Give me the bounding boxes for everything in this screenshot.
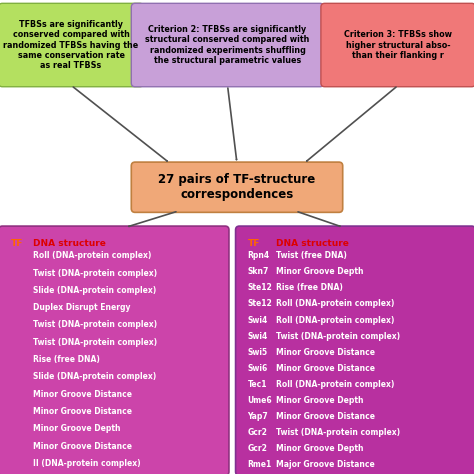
Text: Ume6: Ume6 — [247, 396, 272, 405]
FancyBboxPatch shape — [0, 3, 144, 87]
Text: Twist (DNA-protein complex): Twist (DNA-protein complex) — [33, 320, 157, 329]
Text: Yap7: Yap7 — [247, 412, 268, 421]
Text: Minor Groove Distance: Minor Groove Distance — [276, 412, 375, 421]
FancyBboxPatch shape — [236, 226, 474, 474]
Text: Minor Groove Depth: Minor Groove Depth — [276, 267, 364, 276]
Text: Rme1: Rme1 — [247, 460, 272, 469]
FancyBboxPatch shape — [321, 3, 474, 87]
Text: DNA structure: DNA structure — [276, 239, 349, 248]
Text: Swi6: Swi6 — [247, 364, 268, 373]
Text: Criterion 2: TFBSs are significantly
structural conserved compared with
randomiz: Criterion 2: TFBSs are significantly str… — [146, 25, 310, 65]
Text: Major Groove Distance: Major Groove Distance — [276, 460, 374, 469]
Text: TFBSs are significantly
conserved compared with
randomized TFBSs having the
same: TFBSs are significantly conserved compar… — [3, 20, 139, 70]
Text: Skn7: Skn7 — [247, 267, 269, 276]
Text: Twist (free DNA): Twist (free DNA) — [276, 251, 347, 260]
Text: Slide (DNA-protein complex): Slide (DNA-protein complex) — [33, 373, 156, 382]
Text: Ste12: Ste12 — [247, 283, 272, 292]
Text: Twist (DNA-protein complex): Twist (DNA-protein complex) — [276, 428, 400, 437]
Text: TF: TF — [247, 239, 260, 248]
Text: Twist (DNA-protein complex): Twist (DNA-protein complex) — [33, 269, 157, 278]
Text: Minor Groove Distance: Minor Groove Distance — [276, 348, 375, 357]
Text: Gcr2: Gcr2 — [247, 428, 267, 437]
Text: 27 pairs of TF-structure
correspondences: 27 pairs of TF-structure correspondences — [158, 173, 316, 201]
Text: Minor Groove Distance: Minor Groove Distance — [33, 390, 132, 399]
Text: Slide (DNA-protein complex): Slide (DNA-protein complex) — [33, 286, 156, 295]
Text: Roll (DNA-protein complex): Roll (DNA-protein complex) — [276, 316, 394, 325]
Text: Duplex Disrupt Energy: Duplex Disrupt Energy — [33, 303, 131, 312]
Text: Rise (free DNA): Rise (free DNA) — [33, 355, 100, 364]
Text: Ste12: Ste12 — [247, 300, 272, 309]
Text: Criterion 3: TFBSs show
higher structural abso-
than their flanking r: Criterion 3: TFBSs show higher structura… — [344, 30, 452, 60]
Text: Minor Groove Depth: Minor Groove Depth — [276, 396, 364, 405]
FancyBboxPatch shape — [131, 162, 343, 212]
Text: TF: TF — [10, 239, 23, 248]
Text: Rise (free DNA): Rise (free DNA) — [276, 283, 343, 292]
Text: Twist (DNA-protein complex): Twist (DNA-protein complex) — [276, 332, 400, 341]
Text: Minor Groove Distance: Minor Groove Distance — [276, 364, 375, 373]
Text: Twist (DNA-protein complex): Twist (DNA-protein complex) — [33, 338, 157, 347]
Text: Swi4: Swi4 — [247, 332, 268, 341]
Text: Rpn4: Rpn4 — [247, 251, 270, 260]
Text: Roll (DNA-protein complex): Roll (DNA-protein complex) — [276, 380, 394, 389]
Text: II (DNA-protein complex): II (DNA-protein complex) — [33, 459, 141, 468]
Text: Swi4: Swi4 — [247, 316, 268, 325]
Text: Swi5: Swi5 — [247, 348, 267, 357]
Text: Roll (DNA-protein complex): Roll (DNA-protein complex) — [276, 300, 394, 309]
Text: DNA structure: DNA structure — [33, 239, 106, 248]
FancyBboxPatch shape — [0, 226, 229, 474]
Text: Gcr2: Gcr2 — [247, 444, 267, 453]
Text: Minor Groove Distance: Minor Groove Distance — [33, 442, 132, 451]
Text: Tec1: Tec1 — [247, 380, 267, 389]
Text: Minor Groove Distance: Minor Groove Distance — [33, 407, 132, 416]
FancyBboxPatch shape — [131, 3, 324, 87]
Text: Roll (DNA-protein complex): Roll (DNA-protein complex) — [33, 251, 152, 260]
Text: Minor Groove Depth: Minor Groove Depth — [33, 424, 121, 433]
Text: Minor Groove Depth: Minor Groove Depth — [276, 444, 364, 453]
